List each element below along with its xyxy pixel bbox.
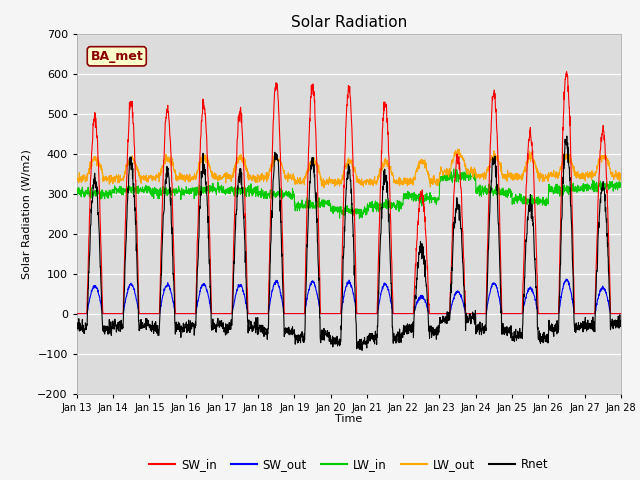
Y-axis label: Solar Radiation (W/m2): Solar Radiation (W/m2) [22,149,32,278]
Title: Solar Radiation: Solar Radiation [291,15,407,30]
X-axis label: Time: Time [335,414,362,424]
Text: BA_met: BA_met [90,50,143,63]
Legend: SW_in, SW_out, LW_in, LW_out, Rnet: SW_in, SW_out, LW_in, LW_out, Rnet [144,454,554,476]
